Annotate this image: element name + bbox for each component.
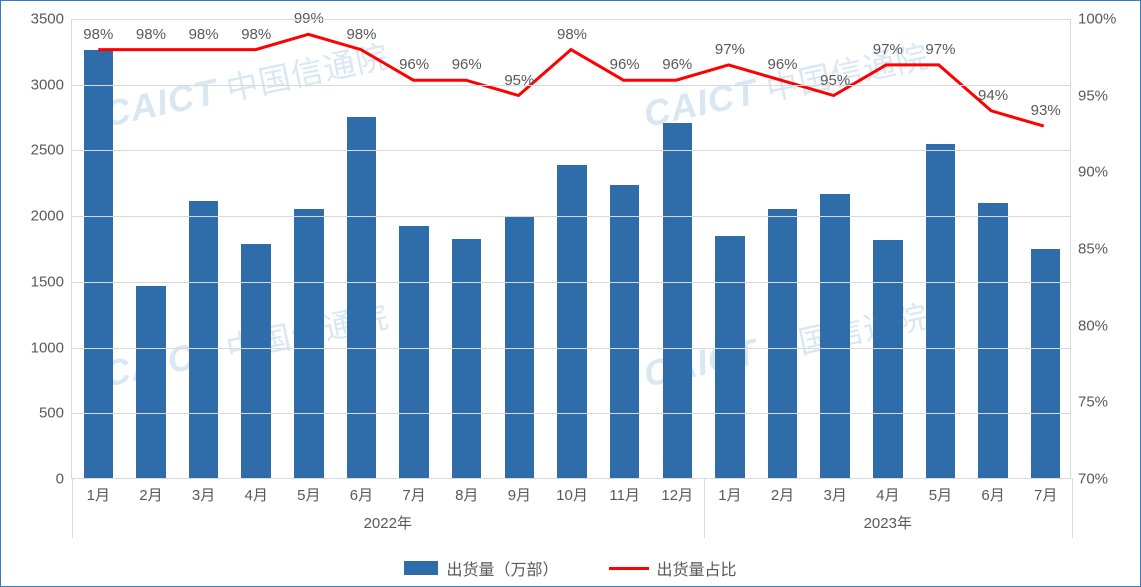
group-separator xyxy=(72,478,73,538)
y2-tick-label: 85% xyxy=(1070,241,1108,258)
legend: 出货量（万部） 出货量占比 xyxy=(1,556,1140,580)
gridline xyxy=(72,19,1070,20)
x-group-label: 2023年 xyxy=(864,512,912,533)
x-tick-label: 4月 xyxy=(245,484,268,505)
ratio-label: 96% xyxy=(610,56,640,73)
gridline xyxy=(72,413,1070,414)
y1-tick-label: 0 xyxy=(56,471,72,488)
plot-area: 98%98%98%98%99%98%96%96%95%98%96%96%97%9… xyxy=(71,19,1071,479)
group-separator xyxy=(1072,478,1073,538)
ratio-label: 96% xyxy=(768,56,798,73)
y2-tick-label: 95% xyxy=(1070,87,1108,104)
ratio-label: 94% xyxy=(978,87,1008,104)
y1-tick-label: 3500 xyxy=(31,11,72,28)
legend-bar-label: 出货量（万部） xyxy=(446,556,558,580)
line-swatch xyxy=(609,567,649,570)
x-tick-label: 7月 xyxy=(1034,484,1057,505)
x-tick-label: 4月 xyxy=(876,484,899,505)
ratio-label: 96% xyxy=(452,56,482,73)
ratio-label: 98% xyxy=(189,26,219,43)
ratio-label: 97% xyxy=(715,41,745,58)
y1-tick-label: 2500 xyxy=(31,142,72,159)
legend-bar: 出货量（万部） xyxy=(404,556,558,580)
x-tick-label: 11月 xyxy=(609,484,640,505)
x-tick-label: 5月 xyxy=(297,484,320,505)
y2-tick-label: 100% xyxy=(1070,11,1116,28)
chart-frame: CAICT 中国信通院CAICT 中国信通院CAICT 中国信通院CAICT 中… xyxy=(0,0,1141,587)
y2-tick-label: 70% xyxy=(1070,471,1108,488)
ratio-label: 95% xyxy=(504,72,534,89)
ratio-label: 93% xyxy=(1031,102,1061,119)
legend-line-label: 出货量占比 xyxy=(657,556,737,580)
ratio-label: 97% xyxy=(925,41,955,58)
ratio-label: 95% xyxy=(820,72,850,89)
ratio-label: 98% xyxy=(557,26,587,43)
ratio-label: 98% xyxy=(136,26,166,43)
x-tick-label: 1月 xyxy=(87,484,110,505)
gridline xyxy=(72,348,1070,349)
x-tick-label: 8月 xyxy=(455,484,478,505)
x-tick-label: 12月 xyxy=(661,484,693,505)
x-tick-label: 2月 xyxy=(771,484,794,505)
x-group-label: 2022年 xyxy=(364,512,412,533)
ratio-label: 98% xyxy=(346,26,376,43)
x-tick-label: 3月 xyxy=(823,484,846,505)
x-tick-label: 5月 xyxy=(929,484,952,505)
ratio-label: 98% xyxy=(241,26,271,43)
x-tick-label: 6月 xyxy=(350,484,373,505)
group-separator xyxy=(704,478,705,538)
x-tick-label: 1月 xyxy=(718,484,741,505)
gridline xyxy=(72,85,1070,86)
x-tick-label: 9月 xyxy=(508,484,531,505)
ratio-label: 96% xyxy=(662,56,692,73)
line-layer xyxy=(72,19,1070,478)
x-tick-label: 6月 xyxy=(981,484,1004,505)
x-tick-label: 2月 xyxy=(139,484,162,505)
ratio-label: 98% xyxy=(83,26,113,43)
y2-tick-label: 80% xyxy=(1070,317,1108,334)
ratio-label: 97% xyxy=(873,41,903,58)
y2-tick-label: 75% xyxy=(1070,394,1108,411)
x-tick-label: 3月 xyxy=(192,484,215,505)
y1-tick-label: 1000 xyxy=(31,339,72,356)
legend-line: 出货量占比 xyxy=(609,556,737,580)
y1-tick-label: 1500 xyxy=(31,273,72,290)
x-tick-label: 10月 xyxy=(556,484,588,505)
y1-tick-label: 2000 xyxy=(31,208,72,225)
gridline xyxy=(72,150,1070,151)
x-tick-label: 7月 xyxy=(402,484,425,505)
y2-tick-label: 90% xyxy=(1070,164,1108,181)
y1-tick-label: 3000 xyxy=(31,76,72,93)
gridline xyxy=(72,216,1070,217)
y1-tick-label: 500 xyxy=(39,405,72,422)
gridline xyxy=(72,282,1070,283)
bar-swatch xyxy=(404,561,438,575)
ratio-label: 96% xyxy=(399,56,429,73)
